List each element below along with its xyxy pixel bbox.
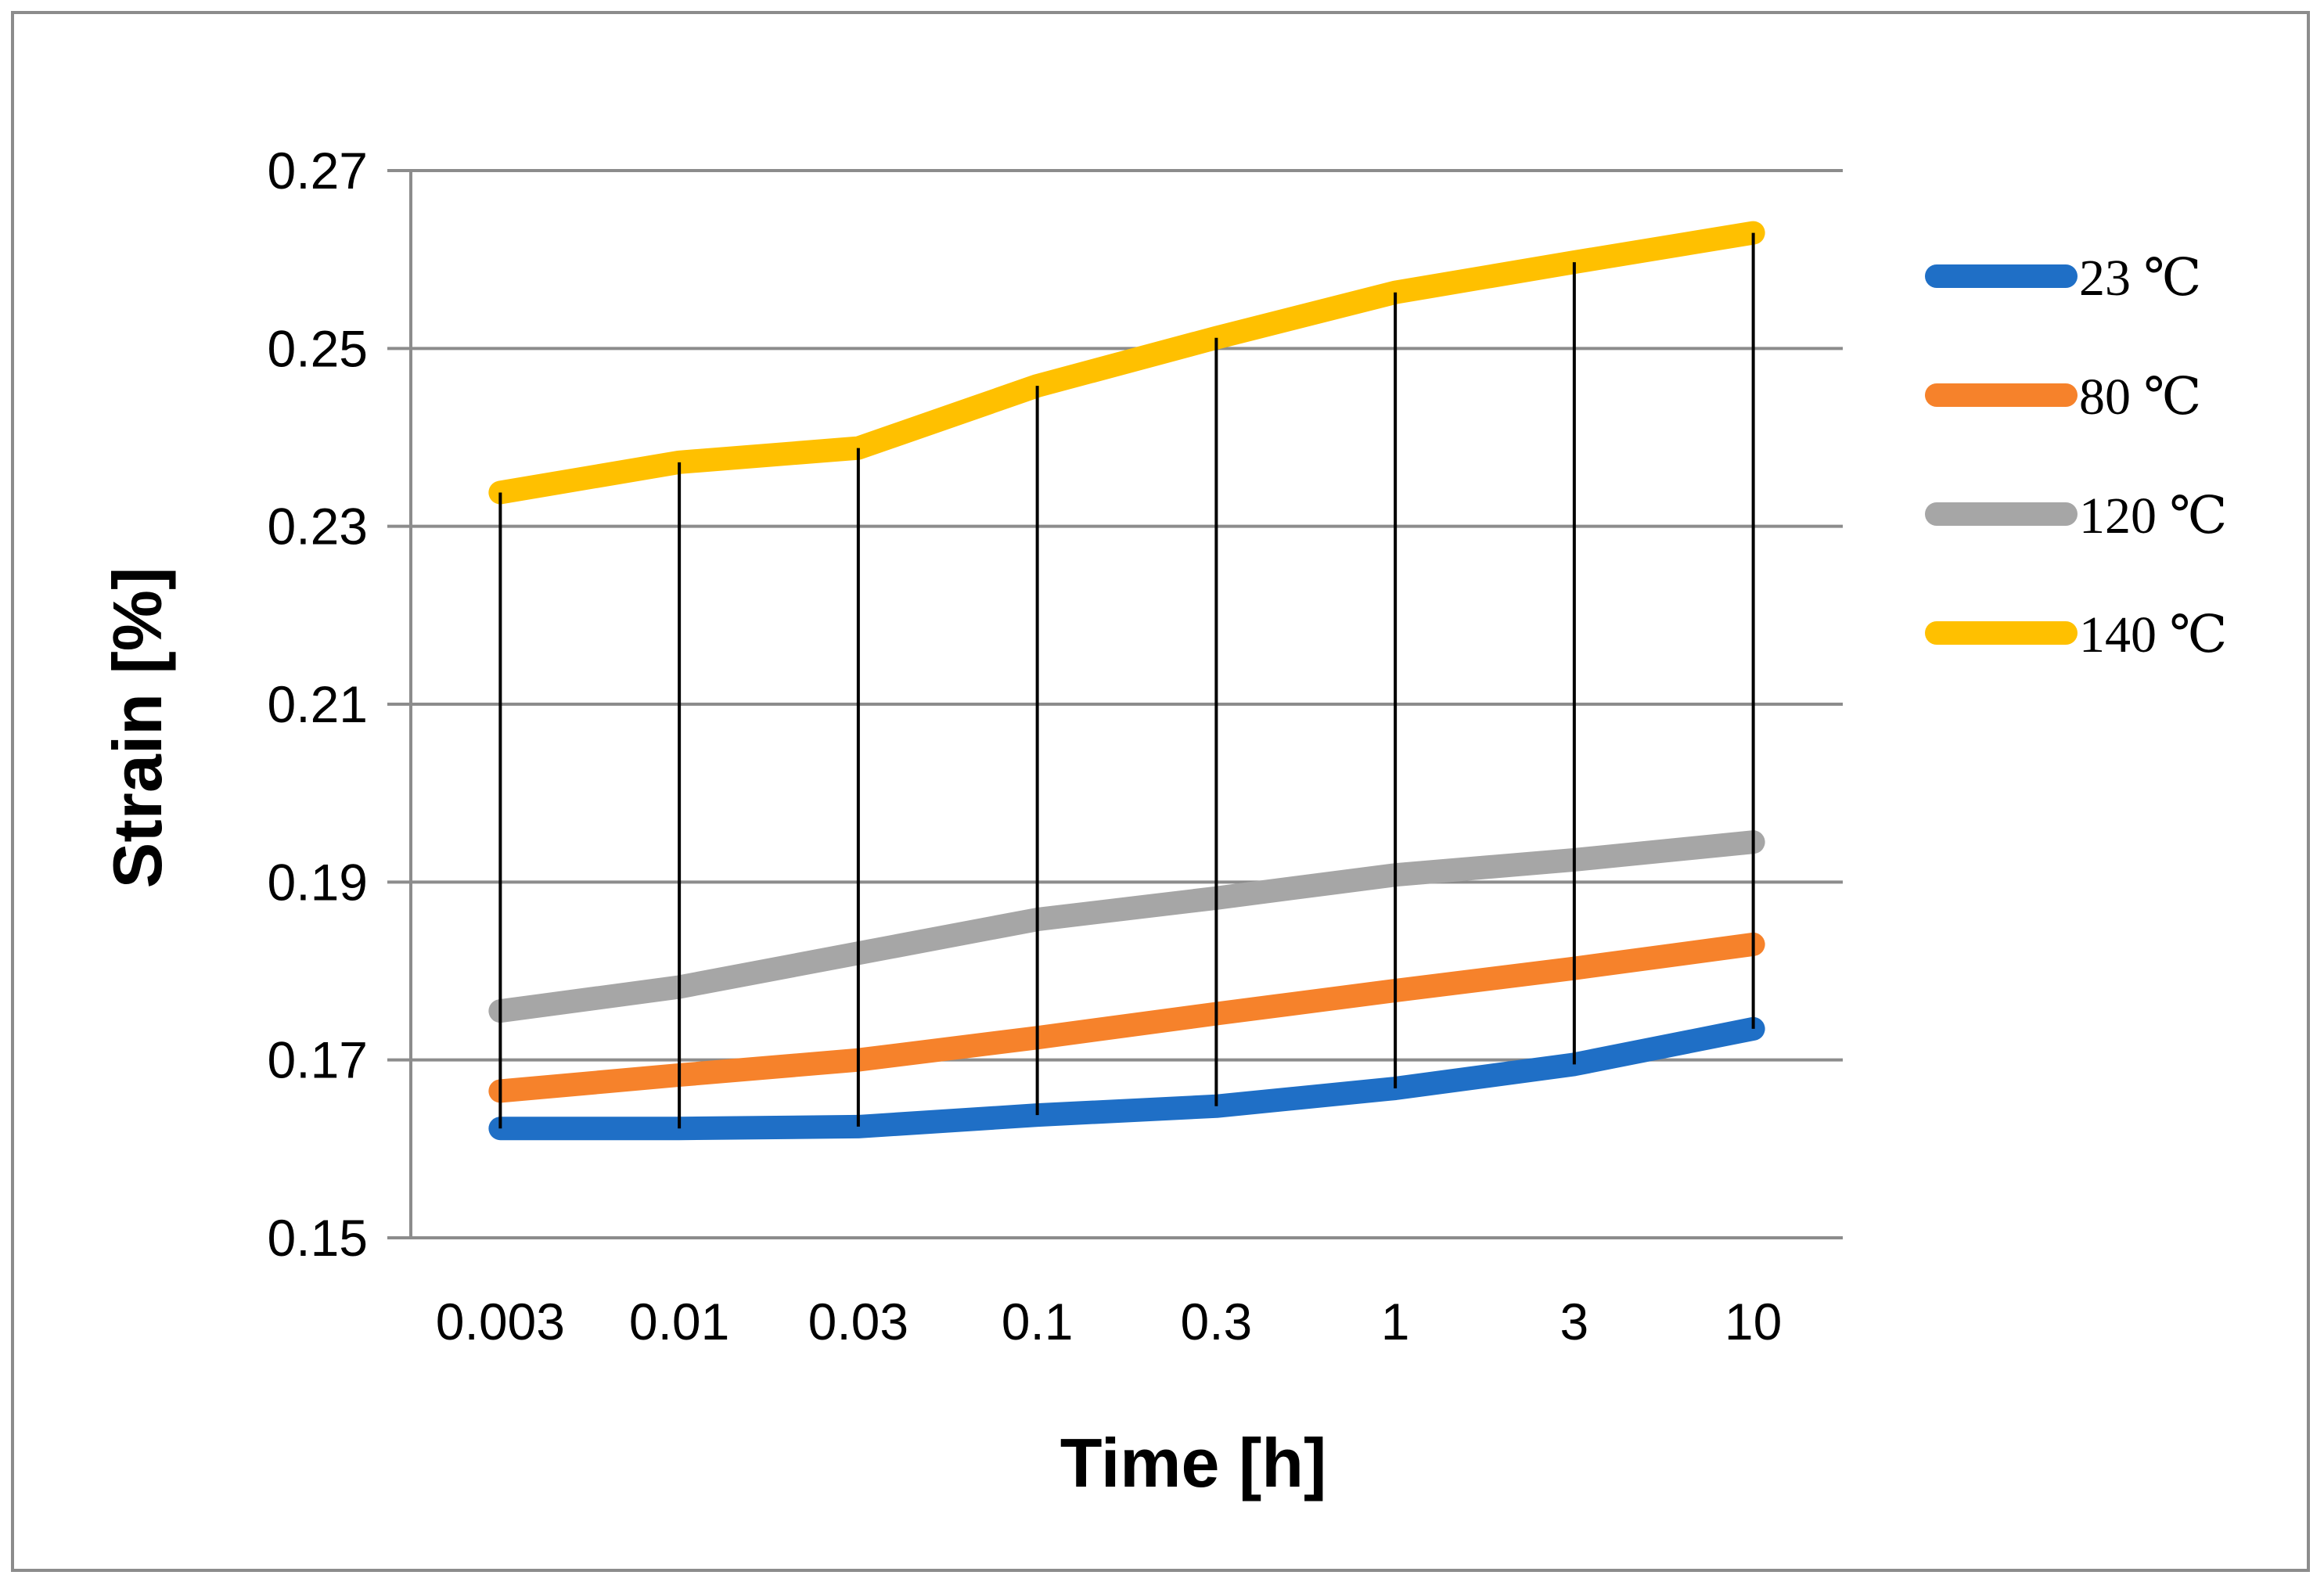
y-tick-labels: 0.15 0.17 0.19 0.21 0.23 0.25 0.27 — [268, 142, 368, 1267]
legend: 23 ℃ 80 ℃ 120 ℃ 140 ℃ — [1925, 250, 2227, 664]
series-line-3 — [488, 221, 1765, 505]
series-line-0 — [488, 1016, 1765, 1141]
legend-label-2: 120 ℃ — [2079, 487, 2227, 545]
legend-label-3: 140 ℃ — [2079, 606, 2227, 664]
legend-label-1: 80 ℃ — [2079, 369, 2201, 426]
series-line-2 — [488, 830, 1765, 1023]
y-tick-label: 0.25 — [268, 319, 368, 377]
x-axis-title: Time [h] — [1060, 1424, 1327, 1501]
x-tick-label: 0.1 — [1002, 1293, 1074, 1350]
series-lines — [488, 221, 1765, 1141]
x-tick-labels: 0.003 0.01 0.03 0.1 0.3 1 3 10 — [436, 1293, 1783, 1350]
legend-label-0: 23 ℃ — [2079, 250, 2201, 307]
y-axis-title: Strain [%] — [99, 567, 176, 889]
x-tick-label: 0.01 — [629, 1293, 729, 1350]
y-tick-label: 0.19 — [268, 853, 368, 911]
y-tick-label: 0.21 — [268, 675, 368, 733]
x-tick-label: 10 — [1725, 1293, 1782, 1350]
x-tick-label: 0.003 — [436, 1293, 565, 1350]
x-tick-label: 0.3 — [1181, 1293, 1253, 1350]
y-tick-label: 0.23 — [268, 498, 368, 556]
drop-lines — [498, 232, 1755, 1129]
series-line-1 — [488, 932, 1765, 1103]
y-tick-label: 0.27 — [268, 142, 368, 200]
y-tick-label: 0.17 — [268, 1031, 368, 1089]
y-tick-label: 0.15 — [268, 1209, 368, 1267]
x-tick-label: 0.03 — [808, 1293, 908, 1350]
x-tick-label: 3 — [1560, 1293, 1589, 1350]
x-tick-label: 1 — [1381, 1293, 1410, 1350]
